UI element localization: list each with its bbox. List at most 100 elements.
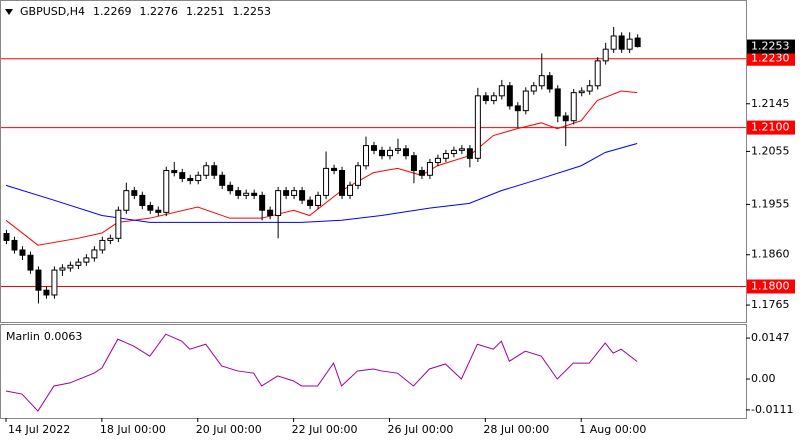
y-tick-label: 1.2055 [751,144,790,157]
candle-body [474,95,481,159]
candle-body [299,190,306,201]
candle-body [3,233,10,241]
candle-body [562,115,569,122]
x-tick-label: 1 Aug 00:00 [579,423,646,436]
menu-triangle [5,9,13,15]
candle-body [275,190,282,217]
candle-body [546,75,553,90]
y-tick-label: 1.1765 [751,298,790,311]
candle-body [11,239,18,251]
x-tick-label: 28 Jul 00:00 [483,423,549,436]
candle-body [195,174,202,182]
candle-body [594,60,601,87]
candle-body [355,165,362,186]
candle-body [259,194,266,211]
chart-title: GBPUSD,H4 1.2269 1.2276 1.2251 1.2253 [20,5,271,18]
ohlc-value: 1.2269 [93,5,132,18]
candle-body [514,105,521,112]
candle-body [610,35,617,50]
candle-body [27,254,34,271]
y-tick-label: 1.1860 [751,248,790,261]
candle-body [530,85,537,92]
candle-body [19,249,26,256]
candle-body [506,85,513,107]
x-tick-label: 18 Jul 00:00 [100,423,166,436]
candle-body [386,149,393,157]
level-label: 1.1800 [751,280,790,293]
candle-body [538,75,545,87]
candle-body [155,209,162,213]
candle-body [99,239,106,251]
candle-body [171,170,178,174]
candle-body [315,194,322,206]
candle-body [251,192,258,196]
x-tick-label: 26 Jul 00:00 [387,423,453,436]
x-tick-label: 22 Jul 00:00 [292,423,358,436]
moving-average [5,143,638,223]
candle-body [131,190,138,196]
indicator-value: 0.0063 [44,330,83,343]
candle-body [187,177,194,182]
candle-body [570,92,577,122]
candle-body [410,155,417,172]
candle-body [307,199,314,206]
candle-body [67,264,74,269]
candle-body [267,209,274,217]
indicator-y-tick-label: -0.0111 [751,403,793,416]
candle-body [147,204,154,211]
main-pane [0,0,747,323]
level-label: 1.2100 [751,121,790,134]
candle-body [602,48,609,62]
candle-body [75,261,82,266]
candle-body [466,148,473,159]
x-tick-label: 14 Jul 2022 [8,423,70,436]
candle-body [339,170,346,196]
candle-body [363,145,370,167]
indicator-line [5,333,638,412]
candle-body [371,145,377,151]
candle-body [35,269,42,291]
candle-body [394,148,401,151]
candle-body [634,37,641,48]
candle-body [442,153,449,159]
indicator-y-tick-label: 0.00 [751,372,776,385]
x-tick-label: 20 Jul 00:00 [196,423,262,436]
candle-body [522,90,529,112]
y-tick-label: 1.2145 [751,97,790,110]
candle-body [43,289,50,296]
candle-body [51,269,58,296]
y-tick-label: 1.1955 [751,197,790,210]
ohlc-value: 1.2251 [186,5,225,18]
level-label-box [747,120,795,135]
candle-body [235,190,242,196]
candle-body [458,148,465,151]
candle-body [83,257,90,263]
price-box [747,39,795,54]
candle-body [418,170,425,176]
candle-body [227,184,234,192]
candle-body [139,194,146,206]
candle-body [426,162,433,176]
candle-body [291,190,298,196]
candle-body [243,192,250,196]
level-label-box [747,51,795,66]
level-label: 1.2230 [751,52,790,65]
symbol: GBPUSD,H4 [20,5,85,18]
candle-body [402,148,409,157]
candle-body [179,172,186,179]
candle-body [347,184,354,196]
candle-body [91,249,98,259]
indicator-pane [0,324,747,419]
candle-body [626,38,633,50]
indicator-title: Marlin 0.0063 [6,330,82,343]
candle-body [123,190,130,211]
candle-body [203,165,210,176]
candle-body [434,157,441,164]
candle-body [115,209,122,239]
indicator-y-tick-label: 0.0147 [751,331,790,344]
candle-body [378,149,385,157]
level-label-box [747,279,795,294]
candle-body [59,267,66,271]
